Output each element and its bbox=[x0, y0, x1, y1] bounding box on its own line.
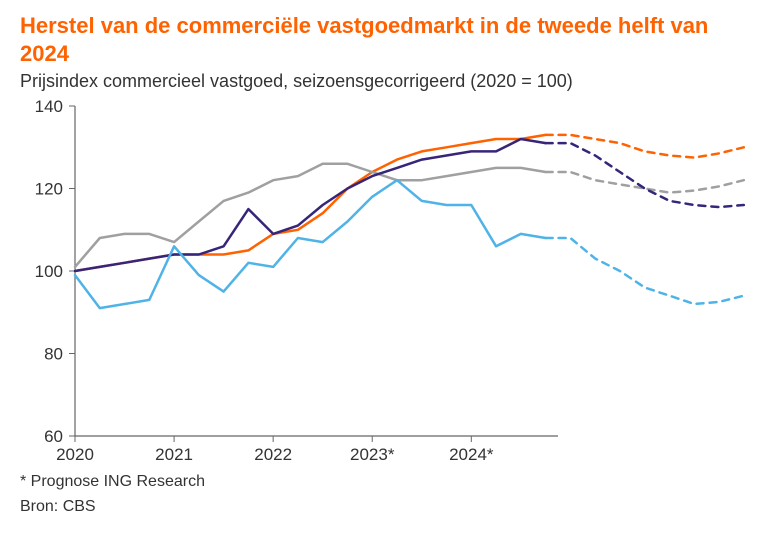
svg-text:2021: 2021 bbox=[155, 445, 193, 464]
footnote-source: Bron: CBS bbox=[20, 497, 748, 518]
line-chart: 60801001201402020202120222023*2024*Indus… bbox=[20, 98, 748, 468]
svg-text:2024*: 2024* bbox=[449, 445, 494, 464]
svg-text:2020: 2020 bbox=[56, 445, 94, 464]
svg-text:60: 60 bbox=[44, 427, 63, 446]
svg-text:2023*: 2023* bbox=[350, 445, 395, 464]
chart-subtitle: Prijsindex commercieel vastgoed, seizoen… bbox=[20, 71, 748, 92]
svg-text:100: 100 bbox=[35, 262, 63, 281]
chart-title: Herstel van de commerciële vastgoedmarkt… bbox=[20, 12, 748, 67]
footnote-prognosis: * Prognose ING Research bbox=[20, 472, 748, 493]
svg-text:2022: 2022 bbox=[254, 445, 292, 464]
svg-text:140: 140 bbox=[35, 98, 63, 116]
svg-text:120: 120 bbox=[35, 180, 63, 199]
svg-text:80: 80 bbox=[44, 345, 63, 364]
